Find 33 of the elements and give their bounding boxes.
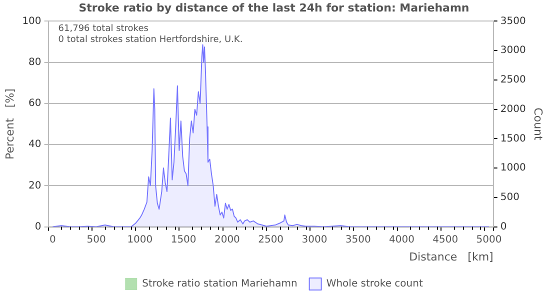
legend-label: Stroke ratio station Mariehamn <box>142 278 298 290</box>
y-tick-label: 60 <box>28 98 42 110</box>
y-axis-title: Percent [%] <box>3 88 16 160</box>
x-tick-label: 0 <box>49 234 56 246</box>
chart-title: Stroke ratio by distance of the last 24h for station: Mariehamn <box>78 1 470 14</box>
y2-axis-title: Count <box>532 108 545 142</box>
x-tick-label: 1000 <box>127 234 153 246</box>
x-tick-label: 3500 <box>345 234 371 246</box>
y2-tick-label: 3000 <box>500 45 526 56</box>
x-tick-label: 5000 <box>476 234 502 246</box>
y-tick-label: 40 <box>28 139 42 150</box>
x-tick-label: 4500 <box>432 234 458 246</box>
y-tick-label: 80 <box>28 56 42 68</box>
y2-tick-label: 1000 <box>500 162 526 174</box>
y2-tick-label: 3500 <box>500 16 526 27</box>
x-tick-label: 4000 <box>388 234 414 246</box>
x-tick-label: 2500 <box>258 234 284 246</box>
y2-tick-label: 1500 <box>500 133 526 144</box>
y-tick-label: 100 <box>22 16 42 27</box>
x-tick-label: 1500 <box>170 234 196 246</box>
y2-tick-label: 2500 <box>500 74 526 86</box>
y-tick-label: 0 <box>34 221 42 232</box>
x-tick-label: 3000 <box>302 234 328 246</box>
y-tick-label: 20 <box>28 180 42 192</box>
x-axis-title: Distance [km] <box>409 250 494 264</box>
y2-tick-label: 500 <box>500 192 520 204</box>
legend-label: Whole stroke count <box>326 278 423 290</box>
y2-tick-label: 2000 <box>500 104 526 115</box>
x-tick-label: 2000 <box>214 234 240 246</box>
annotation: 0 total strokes station Hertfordshire, U.K. <box>58 35 243 46</box>
annotation: 61,796 total strokes <box>58 24 149 34</box>
x-tick-label: 500 <box>86 234 106 246</box>
y2-tick-label: 0 <box>500 221 507 232</box>
